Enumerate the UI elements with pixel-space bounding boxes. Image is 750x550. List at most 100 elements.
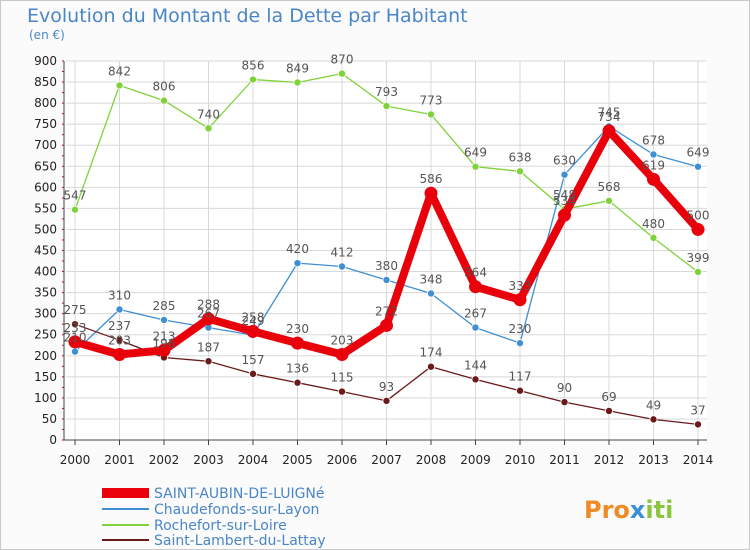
data-label: 93	[379, 380, 394, 394]
series-point-2	[337, 69, 346, 78]
data-label: 420	[286, 242, 309, 256]
series-point-1	[115, 305, 124, 314]
data-label: 285	[153, 299, 176, 313]
x-tick-label: 2005	[282, 453, 313, 467]
data-label: 144	[464, 358, 487, 372]
series-lines	[68, 69, 705, 429]
series-point-1	[471, 323, 480, 332]
x-tick-label: 2004	[238, 453, 269, 467]
series-point-1	[337, 262, 346, 271]
series-point-3	[471, 375, 480, 384]
series-point-0	[602, 124, 616, 138]
series-point-1	[694, 162, 703, 171]
series-point-2	[605, 196, 614, 205]
series-point-2	[71, 205, 80, 214]
data-label: 272	[375, 304, 398, 318]
data-label: 500	[687, 208, 710, 222]
unit-label: (en €)	[29, 28, 65, 42]
series-point-3	[694, 420, 703, 429]
series-point-1	[159, 315, 168, 324]
series-point-2	[248, 75, 257, 84]
data-label: 310	[108, 288, 131, 302]
data-label: 136	[286, 362, 309, 376]
x-tick-label: 2013	[638, 453, 669, 467]
y-tick-label: 900	[34, 54, 57, 68]
data-label: 793	[375, 85, 398, 99]
x-tick-label: 2011	[549, 453, 580, 467]
x-tick-label: 2006	[327, 453, 358, 467]
series-point-0	[424, 186, 438, 200]
data-label: 267	[464, 307, 487, 321]
series-point-0	[202, 312, 215, 326]
grid	[66, 60, 707, 441]
series-point-2	[649, 233, 658, 242]
data-label: 734	[598, 110, 621, 124]
data-label: 619	[642, 158, 665, 172]
series-point-1	[71, 347, 80, 356]
data-label: 213	[153, 329, 176, 343]
data-label: 649	[464, 146, 487, 160]
data-label: 203	[108, 334, 131, 348]
data-label: 364	[464, 266, 487, 280]
data-label: 480	[642, 217, 665, 231]
data-label: 117	[509, 370, 532, 384]
data-label: 230	[286, 322, 309, 336]
data-label: 849	[286, 61, 309, 75]
data-label: 267	[197, 307, 220, 321]
x-tick-label: 2014	[683, 453, 714, 467]
series-point-0	[691, 222, 705, 236]
y-tick-label: 250	[34, 328, 57, 342]
series-point-3	[337, 387, 346, 396]
y-tick-label: 350	[34, 286, 57, 300]
data-label: 773	[420, 93, 443, 107]
series-point-1	[649, 150, 658, 159]
y-tick-label: 650	[34, 159, 57, 173]
y-tick-label: 400	[34, 265, 57, 279]
series-point-0	[68, 335, 82, 349]
x-tick-label: 2003	[193, 453, 224, 467]
logo-part-1: Pro	[584, 496, 630, 524]
x-tick-label: 2012	[594, 453, 625, 467]
data-label: 806	[153, 80, 176, 94]
data-label: 258	[242, 310, 265, 324]
series-point-0	[469, 280, 482, 294]
data-label: 275	[64, 303, 87, 317]
series-point-0	[647, 172, 660, 186]
y-tick-label: 750	[34, 117, 57, 131]
series-point-1	[293, 259, 302, 268]
data-label: 745	[598, 105, 621, 119]
series-point-0	[380, 318, 393, 332]
legend-label-1: Chaudefonds-sur-Layon	[154, 502, 319, 518]
data-label: 856	[242, 59, 265, 73]
x-tick-label: 2008	[416, 453, 447, 467]
data-label: 399	[687, 251, 710, 265]
legend: SAINT-AUBIN-DE-LUIGNéChaudefonds-sur-Lay…	[102, 486, 326, 549]
data-label: 630	[553, 154, 576, 168]
data-label: 638	[509, 150, 532, 164]
series-point-1	[516, 339, 525, 348]
series-point-0	[291, 336, 304, 350]
y-tick-label: 800	[34, 96, 57, 110]
y-tick-label: 450	[34, 244, 57, 258]
series-point-3	[71, 320, 80, 329]
data-label: 90	[557, 381, 572, 395]
data-label: 548	[553, 188, 576, 202]
data-labels: 233 203 213 288 258 230 203 272 586 364 333 534 734 6…	[64, 53, 710, 418]
series-point-3	[293, 378, 302, 387]
series-point-3	[516, 386, 525, 395]
y-tick-label: 50	[42, 412, 57, 426]
y-tick-label: 0	[49, 433, 57, 447]
legend-label-2: Rochefort-sur-Loire	[154, 518, 287, 534]
series-point-1	[426, 289, 435, 298]
series-point-2	[293, 78, 302, 87]
data-label: 412	[331, 246, 354, 260]
series-point-2	[159, 96, 168, 105]
series-point-2	[204, 124, 213, 133]
data-label: 586	[420, 172, 443, 186]
logo-part-3: iti	[645, 496, 673, 524]
series-point-0	[558, 208, 571, 222]
y-tick-label: 700	[34, 138, 57, 152]
y-tick-label: 500	[34, 222, 57, 236]
series-point-3	[248, 369, 257, 378]
